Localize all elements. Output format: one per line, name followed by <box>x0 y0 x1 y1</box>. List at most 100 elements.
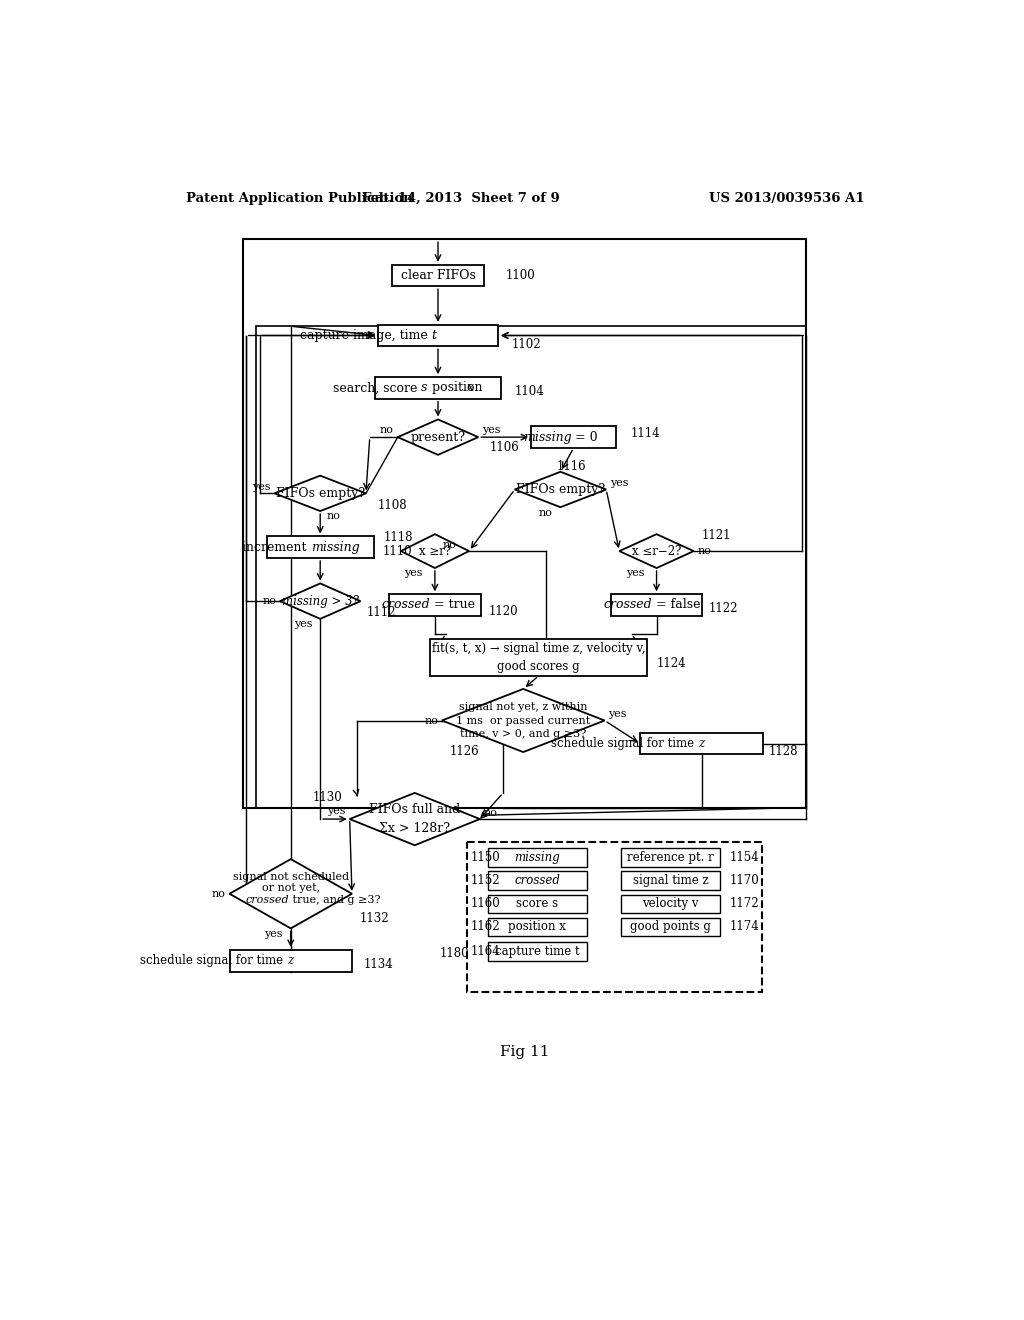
Text: no: no <box>697 546 712 556</box>
FancyBboxPatch shape <box>378 325 498 346</box>
Text: FIFOs empty?: FIFOs empty? <box>516 483 605 496</box>
FancyBboxPatch shape <box>621 895 720 913</box>
Text: 1180: 1180 <box>439 946 469 960</box>
Text: 1134: 1134 <box>364 958 393 972</box>
Text: US 2013/0039536 A1: US 2013/0039536 A1 <box>709 191 864 205</box>
Text: 1114: 1114 <box>630 426 659 440</box>
Polygon shape <box>515 471 606 507</box>
Text: good points g: good points g <box>630 920 711 933</box>
Text: 1172: 1172 <box>729 898 759 911</box>
Text: 1104: 1104 <box>515 385 545 399</box>
Text: capture image, time: capture image, time <box>300 329 432 342</box>
FancyBboxPatch shape <box>621 849 720 867</box>
Text: 1118: 1118 <box>384 531 414 544</box>
Text: or not yet,: or not yet, <box>262 883 319 892</box>
Text: 1102: 1102 <box>512 338 542 351</box>
Text: 1128: 1128 <box>769 744 799 758</box>
Text: 1130: 1130 <box>312 791 342 804</box>
Text: missing: missing <box>311 541 359 554</box>
FancyBboxPatch shape <box>375 378 501 399</box>
Text: missing > 3?: missing > 3? <box>282 594 358 607</box>
Text: schedule signal for time: schedule signal for time <box>140 954 287 968</box>
Text: s: s <box>421 381 427 395</box>
Text: 1106: 1106 <box>489 441 519 454</box>
Text: capture time t: capture time t <box>495 945 580 958</box>
Text: yes: yes <box>328 807 346 816</box>
Text: crossed: crossed <box>514 874 560 887</box>
Text: no: no <box>483 808 498 818</box>
Polygon shape <box>397 420 478 455</box>
Text: 1174: 1174 <box>729 920 759 933</box>
Text: 1152: 1152 <box>471 874 500 887</box>
Text: FIFOs full and: FIFOs full and <box>369 804 461 816</box>
Text: 1150: 1150 <box>471 851 501 865</box>
Polygon shape <box>442 689 604 752</box>
Text: 1100: 1100 <box>506 269 536 282</box>
Text: schedule signal for time: schedule signal for time <box>551 737 697 750</box>
Text: 1108: 1108 <box>378 499 408 512</box>
Text: 1160: 1160 <box>471 898 501 911</box>
Text: search, score: search, score <box>333 381 421 395</box>
Polygon shape <box>620 535 693 568</box>
Text: yes: yes <box>626 569 644 578</box>
Text: 1164: 1164 <box>471 945 501 958</box>
FancyBboxPatch shape <box>487 895 587 913</box>
Text: 1110: 1110 <box>383 545 413 557</box>
Text: x ≤r−2?: x ≤r−2? <box>632 545 681 557</box>
Text: x: x <box>467 381 474 395</box>
Text: yes: yes <box>482 425 501 436</box>
Text: 1132: 1132 <box>359 912 389 925</box>
Text: 1124: 1124 <box>656 657 686 671</box>
FancyBboxPatch shape <box>430 639 647 676</box>
Text: = false: = false <box>652 598 700 611</box>
Text: fit(s, t, x) → signal time z, velocity v,: fit(s, t, x) → signal time z, velocity v… <box>432 642 645 655</box>
FancyBboxPatch shape <box>487 942 587 961</box>
FancyBboxPatch shape <box>640 733 763 755</box>
Text: good scores g: good scores g <box>498 660 580 673</box>
Text: 1116: 1116 <box>557 459 586 473</box>
Text: t: t <box>432 329 437 342</box>
Text: missing: missing <box>522 430 571 444</box>
Text: yes: yes <box>404 569 423 578</box>
Text: signal not scheduled: signal not scheduled <box>232 871 349 882</box>
Polygon shape <box>274 475 366 511</box>
Text: crossed: crossed <box>382 598 430 611</box>
Text: yes: yes <box>264 929 283 939</box>
Text: 1126: 1126 <box>450 744 479 758</box>
Polygon shape <box>349 793 480 845</box>
Polygon shape <box>229 859 352 928</box>
FancyBboxPatch shape <box>611 594 702 615</box>
Text: = true: = true <box>430 598 475 611</box>
Text: z: z <box>697 737 703 750</box>
Text: z: z <box>287 954 293 968</box>
Text: no: no <box>424 715 438 726</box>
Text: no: no <box>262 597 276 606</box>
FancyBboxPatch shape <box>621 917 720 936</box>
FancyBboxPatch shape <box>487 849 587 867</box>
Polygon shape <box>280 583 360 619</box>
Text: no: no <box>442 540 457 550</box>
Text: missing: missing <box>514 851 560 865</box>
Text: 1121: 1121 <box>701 529 731 543</box>
FancyBboxPatch shape <box>389 594 480 615</box>
Text: yes: yes <box>252 482 270 492</box>
FancyBboxPatch shape <box>531 426 616 447</box>
Text: 1120: 1120 <box>488 605 518 618</box>
Text: 1162: 1162 <box>471 920 500 933</box>
Text: score s: score s <box>516 898 558 911</box>
Text: position x: position x <box>508 920 566 933</box>
Text: Feb. 14, 2013  Sheet 7 of 9: Feb. 14, 2013 Sheet 7 of 9 <box>362 191 560 205</box>
FancyBboxPatch shape <box>229 950 352 972</box>
Text: 1122: 1122 <box>709 602 738 615</box>
Text: time, v > 0, and g ≥3?: time, v > 0, and g ≥3? <box>460 730 587 739</box>
FancyBboxPatch shape <box>621 871 720 890</box>
Text: 1 ms  or passed current: 1 ms or passed current <box>456 715 591 726</box>
Text: signal not yet, z within: signal not yet, z within <box>459 702 588 711</box>
Text: = 0: = 0 <box>571 430 598 444</box>
Text: signal time z: signal time z <box>633 874 709 887</box>
Text: 1154: 1154 <box>729 851 759 865</box>
Text: clear FIFOs: clear FIFOs <box>400 269 475 282</box>
Text: 1170: 1170 <box>729 874 759 887</box>
Text: crossed: crossed <box>603 598 652 611</box>
Text: yes: yes <box>294 619 312 630</box>
